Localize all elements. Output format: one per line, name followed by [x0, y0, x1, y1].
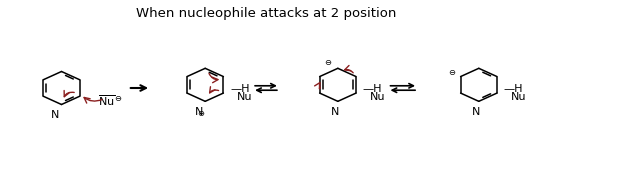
- Text: —H: —H: [362, 84, 382, 94]
- Text: Nu: Nu: [370, 92, 385, 102]
- Text: When nucleophile attacks at 2 position: When nucleophile attacks at 2 position: [136, 7, 396, 20]
- Text: $\ominus$: $\ominus$: [448, 68, 457, 77]
- Text: Nu: Nu: [237, 92, 253, 102]
- Text: N: N: [51, 110, 59, 120]
- Text: Nu: Nu: [511, 92, 526, 102]
- Text: —H: —H: [504, 84, 523, 94]
- Text: $\ominus$: $\ominus$: [114, 94, 122, 103]
- Text: N: N: [194, 107, 203, 117]
- Text: —H: —H: [230, 84, 250, 94]
- Text: N: N: [331, 107, 340, 117]
- Text: N: N: [472, 107, 480, 117]
- Text: $\overline{\rm Nu}$: $\overline{\rm Nu}$: [98, 93, 115, 108]
- Text: $\ominus$: $\ominus$: [324, 58, 332, 67]
- Text: $\ominus$: $\ominus$: [197, 109, 205, 118]
